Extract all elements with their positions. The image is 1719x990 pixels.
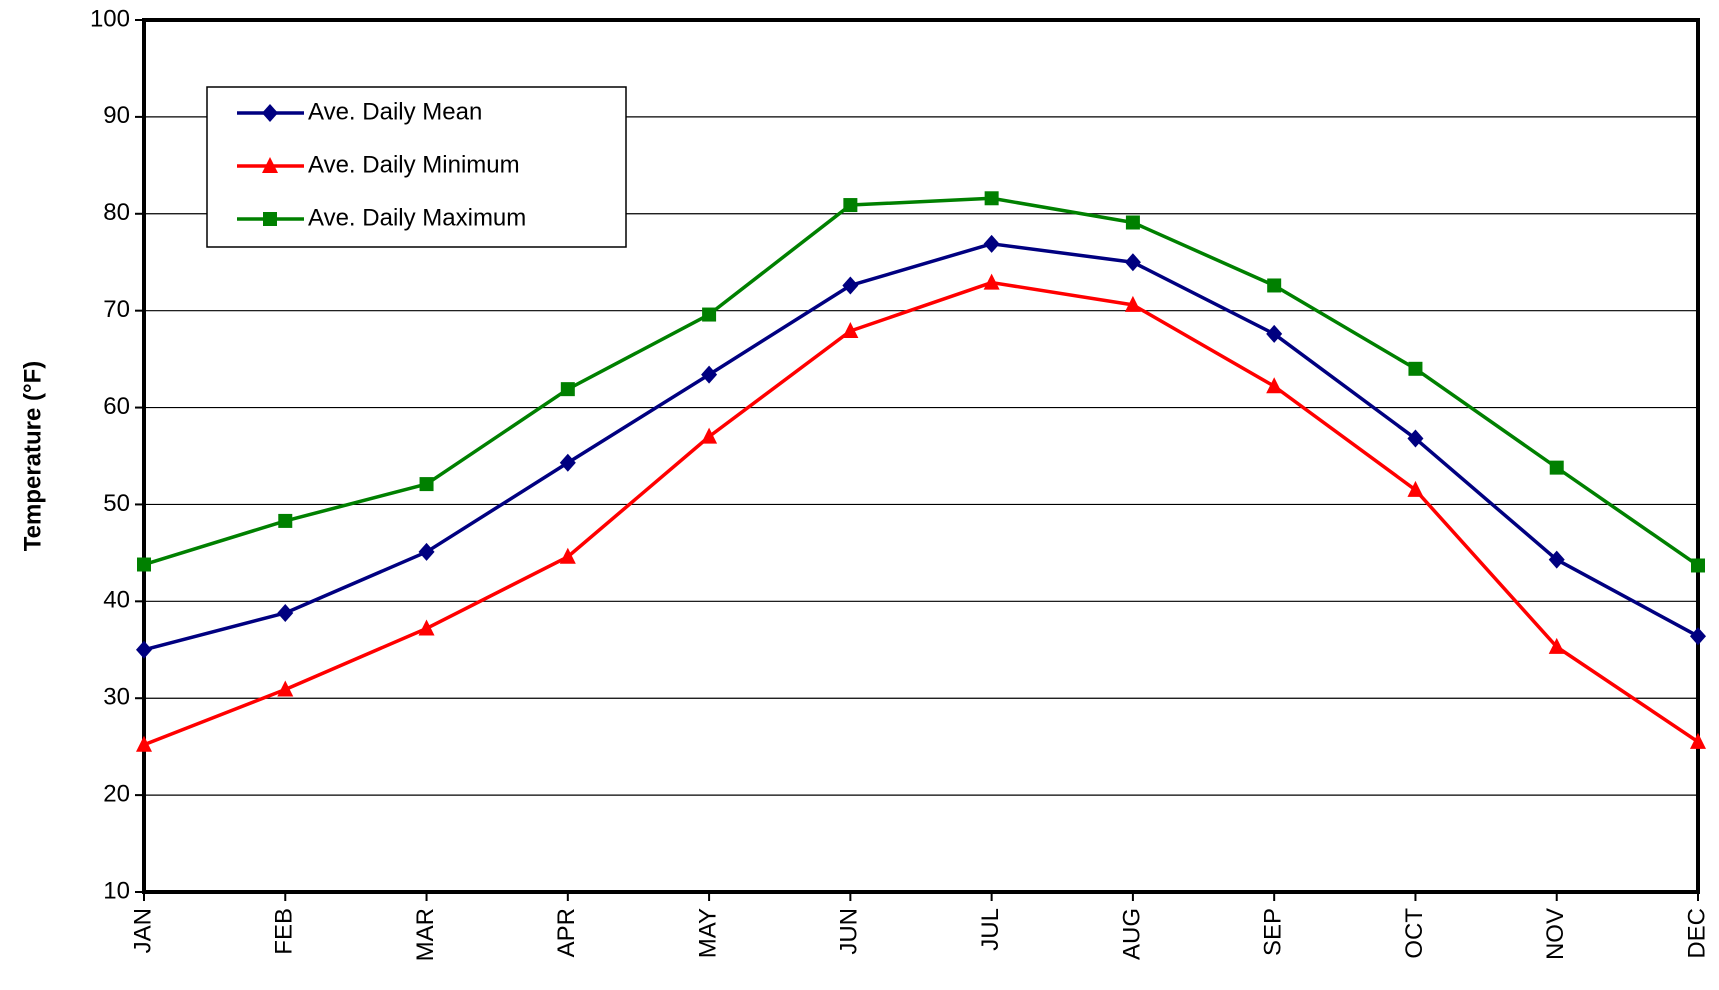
legend-marker	[262, 104, 278, 122]
plot-border	[142, 18, 1700, 894]
data-point	[842, 276, 859, 295]
x-tick-label: AUG	[1118, 908, 1145, 960]
y-tick-label: 60	[103, 393, 130, 420]
data-point	[1407, 429, 1424, 448]
data-point	[1124, 295, 1141, 312]
y-axis-label: Temperature (°F)	[19, 361, 46, 552]
x-tick-label: JAN	[129, 908, 156, 953]
data-point	[1266, 377, 1283, 394]
y-tick-label: 90	[103, 102, 130, 129]
data-point	[1407, 480, 1424, 497]
y-tick-label: 100	[90, 5, 130, 32]
data-point	[559, 547, 576, 564]
x-tick-label: FEB	[271, 908, 298, 955]
x-tick-label: NOV	[1542, 908, 1569, 960]
data-point	[1690, 627, 1706, 646]
data-point	[277, 603, 294, 622]
legend-marker	[262, 157, 278, 173]
data-point	[842, 322, 859, 339]
data-point	[983, 273, 1000, 290]
data-point	[559, 453, 576, 472]
y-tick-label: 40	[103, 587, 130, 614]
y-tick-label: 20	[103, 780, 130, 807]
data-point	[418, 619, 435, 636]
legend-label: Ave. Daily Mean	[308, 98, 482, 125]
data-point	[419, 477, 434, 492]
data-point	[1548, 550, 1565, 569]
data-point	[1267, 278, 1282, 293]
x-tick-label: JUL	[977, 908, 1004, 951]
y-tick-label: 70	[103, 296, 130, 323]
y-tick-label: 80	[103, 199, 130, 226]
data-point	[1266, 324, 1283, 343]
data-point	[843, 198, 858, 213]
data-point	[1548, 637, 1565, 654]
data-point	[1124, 253, 1141, 272]
data-point	[701, 427, 718, 444]
x-tick-label: MAY	[694, 908, 721, 958]
data-point	[984, 191, 999, 206]
x-tick-label: SEP	[1260, 908, 1287, 956]
data-point	[278, 513, 293, 528]
data-point	[1408, 361, 1423, 376]
data-point	[136, 640, 152, 659]
legend-marker	[263, 212, 277, 226]
data-point	[1690, 732, 1706, 749]
data-point	[702, 307, 717, 322]
x-tick-label: OCT	[1401, 908, 1428, 959]
x-tick-label: APR	[553, 908, 580, 957]
data-point	[136, 735, 152, 752]
x-tick-label: DEC	[1683, 908, 1710, 959]
legend-label: Ave. Daily Minimum	[308, 151, 520, 178]
series-line	[143, 242, 1699, 652]
legend-label: Ave. Daily Maximum	[308, 204, 526, 231]
data-point	[277, 680, 294, 697]
data-point	[418, 542, 435, 561]
data-point	[1691, 558, 1705, 573]
data-point	[1125, 215, 1140, 230]
data-point	[560, 382, 575, 397]
y-tick-label: 10	[103, 877, 130, 904]
x-tick-label: MAR	[412, 908, 439, 961]
series-line	[143, 196, 1699, 567]
data-point	[701, 365, 718, 384]
y-tick-label: 30	[103, 684, 130, 711]
series-line	[143, 280, 1699, 747]
data-point	[137, 557, 151, 572]
y-tick-label: 50	[103, 490, 130, 517]
data-point	[1549, 460, 1564, 475]
data-point	[983, 234, 1000, 253]
x-tick-label: JUN	[836, 908, 863, 955]
